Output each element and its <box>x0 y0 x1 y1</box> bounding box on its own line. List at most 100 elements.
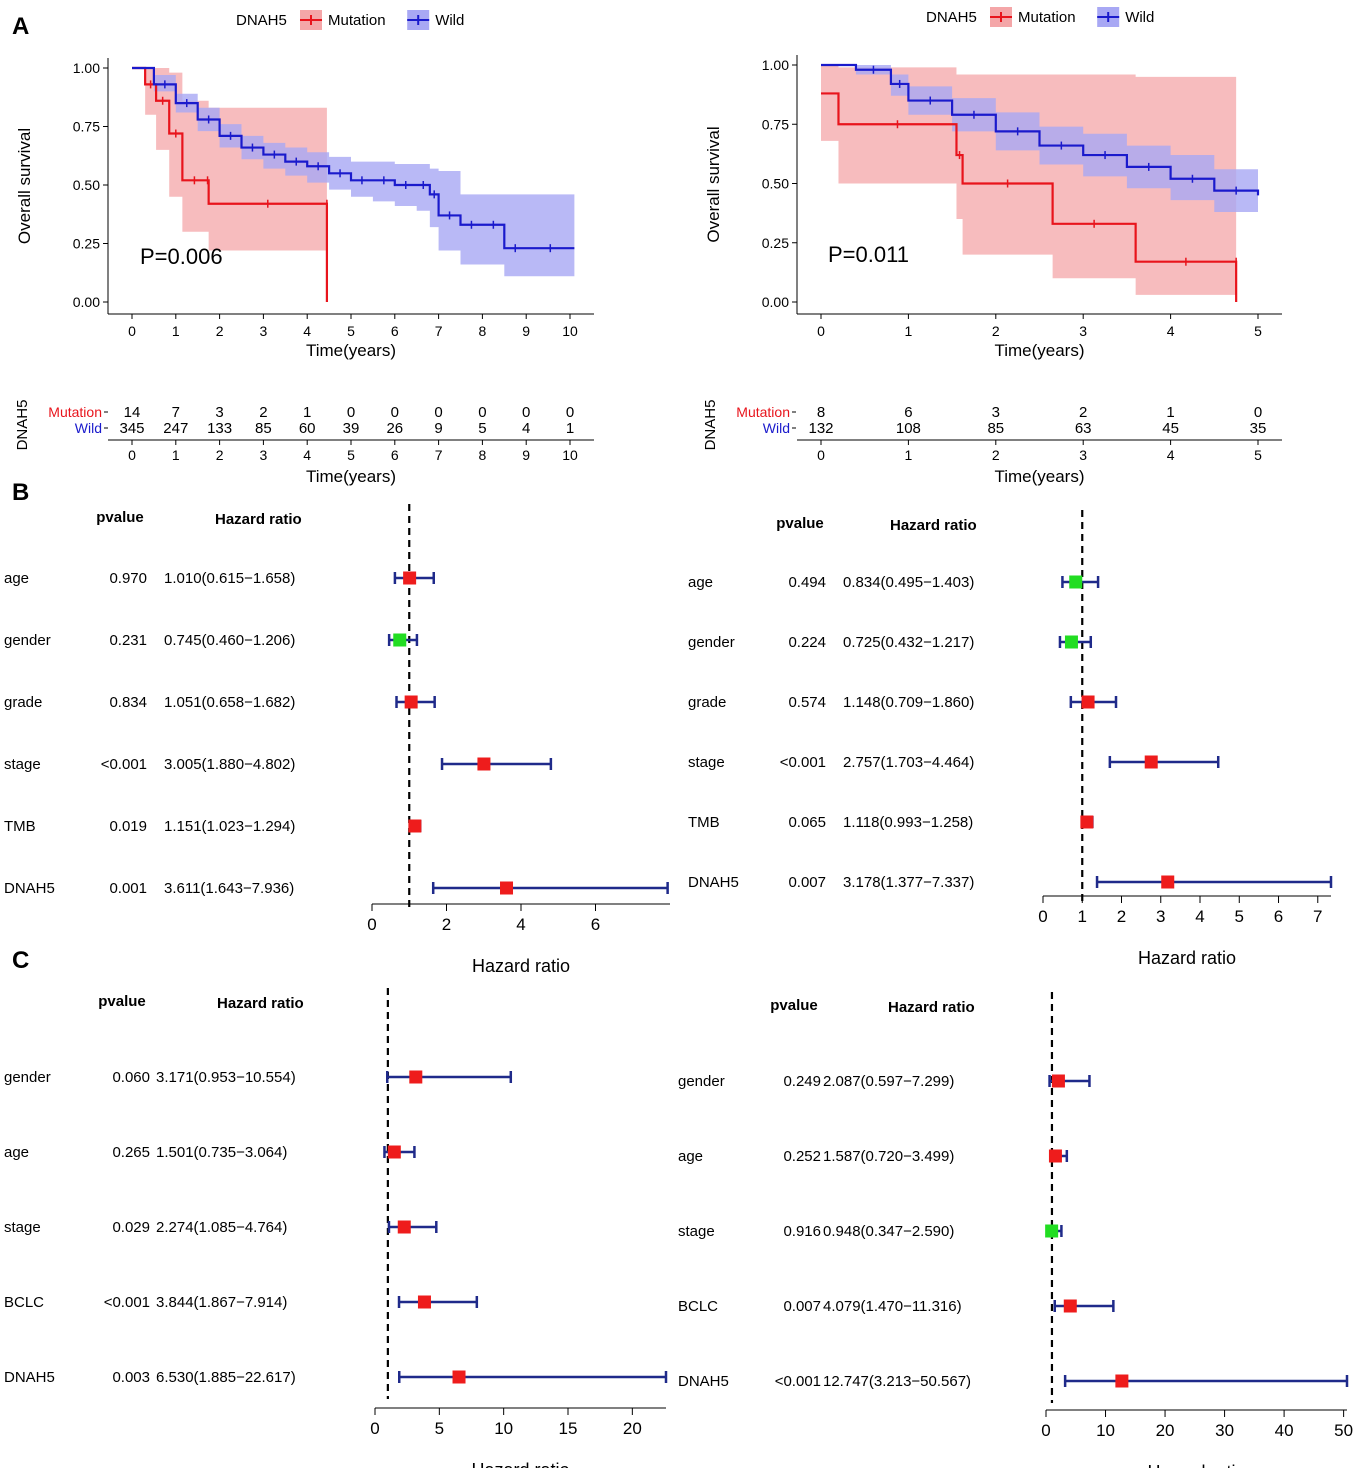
forest-x-tick-label: 50 <box>1334 1421 1353 1440</box>
row-pvalue: 0.003 <box>112 1369 150 1386</box>
p-value-label: P=0.011 <box>828 242 909 267</box>
legend-label-mutation: Mutation <box>328 12 386 29</box>
row-hr-text: 1.148(0.709−1.860) <box>843 694 974 711</box>
row-label-tmb: TMB <box>4 818 36 835</box>
risk-count: 0 <box>478 404 486 421</box>
risk-count: 0 <box>566 404 574 421</box>
row-pvalue: 0.065 <box>788 814 826 831</box>
risk-count: 2 <box>259 404 267 421</box>
row-hr-text: 1.010(0.615−1.658) <box>164 570 295 587</box>
risk-x-tick-label: 8 <box>479 447 487 463</box>
hr-point <box>387 1145 401 1159</box>
forest-x-tick-label: 10 <box>494 1419 513 1438</box>
risk-count: 35 <box>1250 420 1267 437</box>
risk-count: 132 <box>808 420 833 437</box>
forest-x-tick-label: 0 <box>367 915 376 934</box>
risk-count: 1 <box>1166 404 1174 421</box>
x-tick-label: 6 <box>391 323 399 339</box>
x-tick-label: 1 <box>905 323 913 339</box>
risk-count: 0 <box>522 404 530 421</box>
forest-x-tick-label: 4 <box>516 915 525 934</box>
y-tick-label: 0.00 <box>762 294 789 310</box>
hr-point <box>1144 755 1158 769</box>
row-hr-text: 0.745(0.460−1.206) <box>164 632 295 649</box>
x-tick-label: 10 <box>562 323 578 339</box>
row-pvalue: 0.916 <box>783 1223 821 1240</box>
risk-x-tick-label: 9 <box>522 447 530 463</box>
x-tick-label: 3 <box>1079 323 1087 339</box>
risk-count: 7 <box>172 404 180 421</box>
header-pvalue: pvalue <box>96 509 144 526</box>
risk-x-tick-label: 3 <box>1079 447 1087 463</box>
row-pvalue: <0.001 <box>780 754 826 771</box>
risk-x-axis-title: Time(years) <box>994 467 1084 486</box>
row-hr-text: 2.274(1.085−4.764) <box>156 1219 287 1236</box>
forest-x-tick-label: 0 <box>370 1419 379 1438</box>
risk-count: 1 <box>566 420 574 437</box>
hr-point <box>1081 695 1095 709</box>
y-tick-label: 0.50 <box>762 176 789 192</box>
hr-point <box>1064 635 1078 649</box>
legend-title: DNAH5 <box>926 9 977 26</box>
row-label-bclc: BCLC <box>4 1294 44 1311</box>
x-tick-label: 7 <box>435 323 443 339</box>
row-label-stage: stage <box>688 754 725 771</box>
row-pvalue: 0.249 <box>783 1073 821 1090</box>
forest-x-tick-label: 20 <box>1156 1421 1175 1440</box>
row-pvalue: 0.834 <box>109 694 147 711</box>
row-label-gender: gender <box>678 1073 725 1090</box>
x-tick-label: 8 <box>479 323 487 339</box>
forest-x-axis-title: Hazard ratio <box>472 956 570 976</box>
row-hr-text: 4.079(1.470−11.316) <box>823 1298 962 1315</box>
risk-count: 85 <box>255 420 272 437</box>
risk-count: 133 <box>207 420 232 437</box>
row-pvalue: 0.019 <box>109 818 147 835</box>
hr-point <box>408 819 422 833</box>
x-tick-label: 4 <box>303 323 311 339</box>
y-tick-label: 1.00 <box>762 57 789 73</box>
risk-count: 345 <box>119 420 144 437</box>
x-tick-label: 5 <box>347 323 355 339</box>
x-tick-label: 9 <box>522 323 530 339</box>
y-tick-label: 0.75 <box>762 116 789 132</box>
x-tick-label: 0 <box>817 323 825 339</box>
forest-x-tick-label: 5 <box>1235 907 1244 926</box>
row-pvalue: <0.001 <box>775 1373 821 1390</box>
hr-point <box>1080 815 1094 829</box>
row-label-tmb: TMB <box>688 814 720 831</box>
forest-x-axis-title: Hazard ratio <box>1147 1462 1245 1468</box>
forest-x-tick-label: 0 <box>1041 1421 1050 1440</box>
risk-count: 8 <box>817 404 825 421</box>
x-tick-label: 5 <box>1254 323 1262 339</box>
y-tick-label: 0.25 <box>73 236 100 252</box>
risk-row-label-wild: Wild <box>75 420 102 436</box>
forest-x-tick-label: 6 <box>1274 907 1283 926</box>
risk-count: 4 <box>522 420 530 437</box>
hr-point <box>452 1370 466 1384</box>
risk-count: 9 <box>434 420 442 437</box>
risk-x-tick-label: 2 <box>216 447 224 463</box>
risk-row-label-mutation: Mutation <box>736 404 790 420</box>
ci-band-mutation <box>132 68 327 302</box>
risk-count: 5 <box>478 420 486 437</box>
y-axis-title: Overall survival <box>15 128 34 244</box>
risk-x-tick-label: 7 <box>435 447 443 463</box>
x-axis-title: Time(years) <box>994 341 1084 360</box>
panel-label-a: A <box>12 13 29 40</box>
survival-curve-mutation <box>821 92 1238 302</box>
header-pvalue: pvalue <box>776 515 824 532</box>
risk-count: 247 <box>163 420 188 437</box>
forest-x-tick-label: 5 <box>435 1419 444 1438</box>
row-pvalue: 0.494 <box>788 574 826 591</box>
risk-count: 60 <box>299 420 316 437</box>
y-tick-label: 0.50 <box>73 177 100 193</box>
row-hr-text: 6.530(1.885−22.617) <box>156 1369 296 1386</box>
risk-x-tick-label: 10 <box>562 447 578 463</box>
forest-x-axis-title: Hazard ratio <box>471 1460 569 1468</box>
risk-table-title: DNAH5 <box>702 400 719 451</box>
hr-point <box>1051 1074 1065 1088</box>
forest-plot-b-left: pvalue Hazard ratio age 0.970 1.010(0.615−1.… <box>4 504 670 976</box>
